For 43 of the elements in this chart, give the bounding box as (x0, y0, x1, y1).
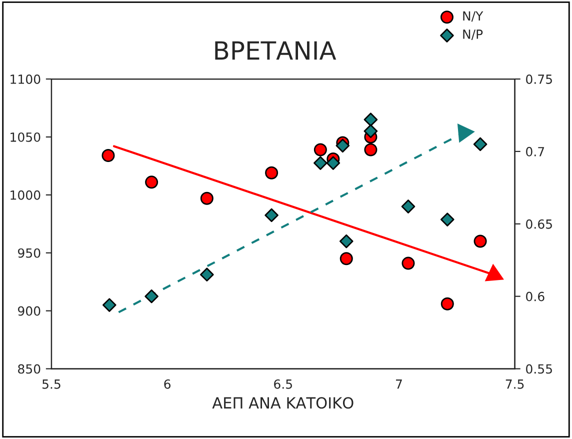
point (364, 124, 378, 138)
point (473, 137, 488, 152)
point (326, 156, 340, 170)
point (340, 252, 353, 266)
legend-label: Ν/Υ (463, 11, 484, 22)
x-axis-title: ΑΕΠ ΑΝΑ ΚΑΤΟΙΚΟ (212, 397, 354, 409)
point (401, 200, 416, 214)
legend-label: Ν/Ρ (463, 30, 483, 40)
y-tick-label: 950 (18, 248, 40, 258)
point (440, 297, 454, 310)
point (474, 234, 487, 248)
y-tick-label: 1000 (10, 190, 40, 200)
y2-tick-label: 0.7 (526, 146, 544, 156)
y2-tick-label: 0.75 (526, 74, 552, 84)
chart-title: ΒΡΕΤΑΝΙΑ (215, 41, 336, 60)
point (336, 138, 350, 153)
point (364, 143, 378, 156)
x-tick-label: 7.5 (506, 380, 524, 389)
point (200, 268, 214, 282)
point (265, 166, 278, 180)
point (402, 256, 415, 270)
y-tick-label: 850 (18, 364, 40, 374)
point (264, 208, 278, 222)
point (440, 212, 454, 226)
x-tick-label: 6.5 (274, 379, 292, 389)
x-tick-label: 6 (164, 379, 170, 389)
point (339, 234, 354, 248)
y-tick-label: 1100 (10, 74, 40, 84)
y-tick-label: 900 (18, 306, 40, 316)
point (314, 156, 328, 170)
y-tick-label: 1050 (10, 132, 40, 142)
point (314, 143, 327, 156)
point (144, 289, 158, 304)
point (145, 176, 158, 189)
y2-tick-label: 0.65 (526, 219, 552, 229)
y2-tick-label: 0.55 (526, 364, 552, 374)
point (102, 298, 116, 312)
point (200, 192, 214, 205)
x-tick-label: 5.5 (42, 380, 60, 389)
y2-tick-label: 0.6 (526, 292, 544, 302)
point (364, 112, 378, 126)
x-tick-label: 7 (396, 380, 402, 389)
point (102, 149, 115, 162)
